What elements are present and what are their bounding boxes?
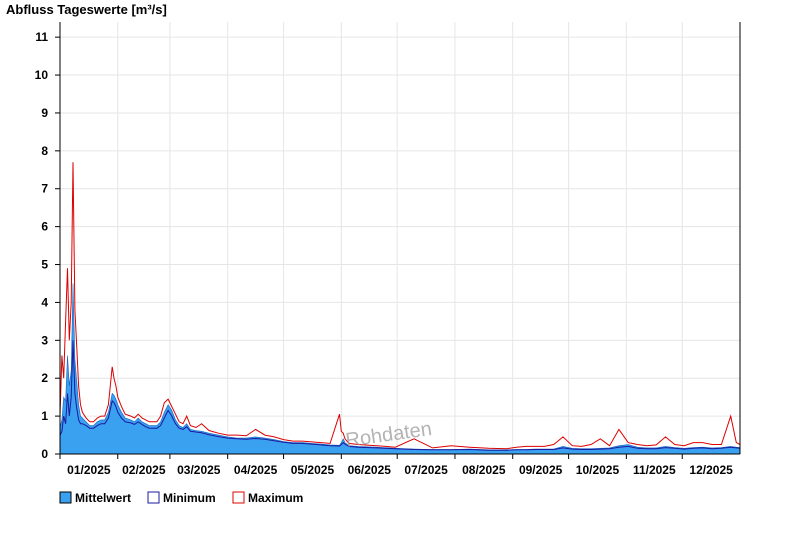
- series-mittelwert-area: [59, 283, 741, 455]
- axis-layer: 0 1 2 3 4 5 6 7 8 9 10 11 01/2025 02/2025 03/2025 04/20…: [35, 22, 741, 477]
- y-tick-label: 10: [35, 68, 49, 82]
- x-tick-label: 11/2025: [633, 463, 676, 477]
- x-tick-label: 10/2025: [576, 463, 620, 477]
- x-tick-label: 02/2025: [122, 463, 166, 477]
- legend: Mittelwert Minimum Maximum: [59, 491, 303, 505]
- legend-label-maximum: Maximum: [248, 491, 303, 505]
- y-tick-label: 3: [41, 333, 48, 347]
- y-tick-label: 8: [41, 144, 48, 158]
- grid-layer: [60, 22, 740, 454]
- y-tick-label: 1: [41, 409, 48, 423]
- legend-label-minimum: Minimum: [163, 491, 216, 505]
- y-tick-label: 9: [41, 106, 48, 120]
- series-maximum-line: [59, 162, 741, 450]
- x-tick-label: 03/2025: [177, 463, 221, 477]
- y-tick-label: 5: [41, 258, 48, 272]
- series-layer: [59, 162, 741, 455]
- legend-swatch-minimum: [147, 491, 160, 504]
- x-tick-label: 08/2025: [462, 463, 506, 477]
- x-tick-label: 07/2025: [404, 463, 448, 477]
- x-tick-label: 06/2025: [348, 463, 392, 477]
- legend-label-mittelwert: Mittelwert: [75, 491, 131, 505]
- legend-swatch-mittelwert: [59, 491, 72, 504]
- x-tick-label: 09/2025: [519, 463, 563, 477]
- y-tick-label: 2: [41, 371, 48, 385]
- y-tick-label: 4: [41, 295, 48, 309]
- x-tick-label: 05/2025: [291, 463, 335, 477]
- y-tick-label: 7: [41, 182, 48, 196]
- y-tick-label: 6: [41, 220, 48, 234]
- x-tick-label: 04/2025: [234, 463, 278, 477]
- x-tick-label: 12/2025: [689, 463, 733, 477]
- legend-swatch-maximum: [232, 491, 245, 504]
- y-tick-label: 0: [41, 447, 48, 461]
- chart-title: Abfluss Tageswerte [m³/s]: [6, 2, 167, 17]
- y-tick-label: 11: [35, 30, 48, 44]
- series-minimum-line: [59, 340, 741, 451]
- x-tick-label: 01/2025: [67, 463, 111, 477]
